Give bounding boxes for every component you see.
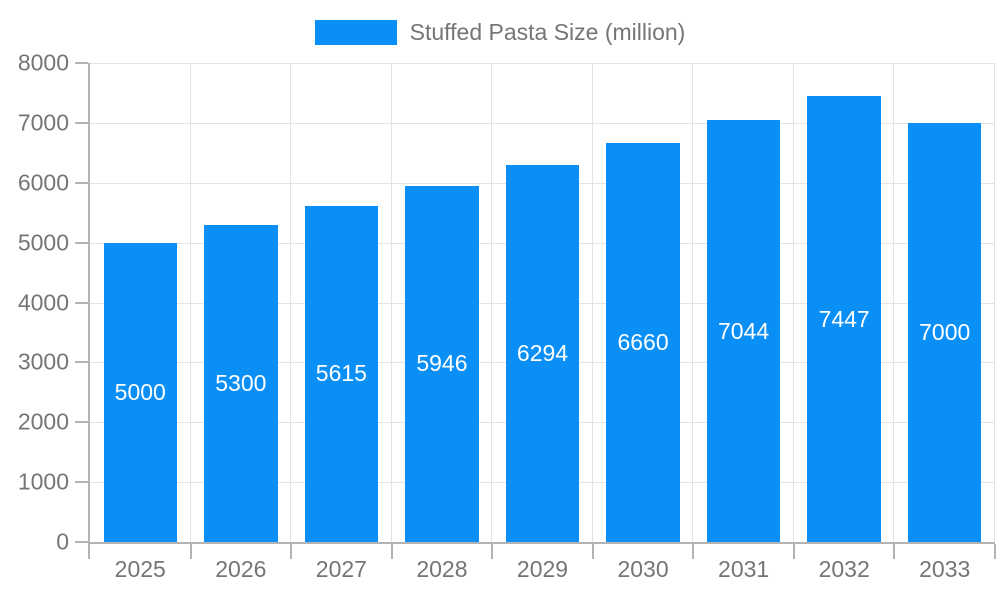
gridline-vertical <box>390 63 392 542</box>
bar-value-label: 6294 <box>516 340 569 367</box>
x-axis-label: 2032 <box>818 556 870 582</box>
bar-2027[interactable]: 5615 <box>304 205 379 542</box>
plot-area: 0 1000 2000 3000 4000 5000 6000 7000 8000 5000 202… <box>18 50 996 582</box>
y-axis-label: 5000 <box>17 229 69 256</box>
bar-2032[interactable]: 7447 <box>807 96 881 542</box>
y-axis-tick <box>75 181 88 184</box>
y-axis-label: 2000 <box>17 408 69 435</box>
y-axis-label: 4000 <box>17 289 69 315</box>
y-axis-tick <box>75 241 88 244</box>
y-axis-tick <box>75 361 88 364</box>
bar-2029[interactable]: 6294 <box>505 165 580 542</box>
x-axis-label: 2025 <box>114 556 166 582</box>
y-axis-label: 3000 <box>17 348 69 375</box>
gridline-vertical <box>692 63 694 542</box>
legend-label: Stuffed Pasta Size (million) <box>409 19 686 45</box>
y-axis-tick <box>75 481 88 484</box>
x-axis-tick <box>390 544 393 559</box>
y-axis-label: 1000 <box>17 468 69 495</box>
bar-value-label: 5000 <box>114 378 166 405</box>
x-axis-label: 2028 <box>416 556 468 582</box>
x-axis-label: 2031 <box>718 556 770 582</box>
legend[interactable]: Stuffed Pasta Size (million) <box>0 19 1000 46</box>
x-axis-tick <box>88 544 90 559</box>
gridline-vertical <box>189 63 191 542</box>
x-axis-tick <box>792 544 795 559</box>
bar-2026[interactable]: 5300 <box>204 224 278 542</box>
legend-swatch <box>314 20 397 45</box>
x-axis-label: 2029 <box>516 556 569 582</box>
bar-2025[interactable]: 5000 <box>103 242 177 542</box>
x-axis-label: 2030 <box>617 556 669 582</box>
y-axis-label: 8000 <box>17 49 69 76</box>
gridline-vertical <box>792 63 794 542</box>
x-axis-label: 2027 <box>315 556 367 582</box>
gridline-vertical <box>893 63 895 542</box>
bar-value-label: 5615 <box>315 360 367 387</box>
gridline-horizontal <box>90 63 995 64</box>
bar-2033[interactable]: 7000 <box>908 122 982 542</box>
gridline-vertical <box>591 63 593 542</box>
bar-value-label: 5300 <box>215 369 267 396</box>
x-axis-label: 2026 <box>215 556 267 582</box>
x-axis-tick <box>692 544 695 559</box>
y-axis-tick <box>75 62 88 64</box>
x-axis-tick <box>189 544 192 559</box>
x-axis-tick <box>491 544 494 559</box>
bar-value-label: 7447 <box>818 305 870 332</box>
bar-2030[interactable]: 6660 <box>606 143 680 542</box>
y-axis-tick <box>75 421 88 424</box>
bar-value-label: 7044 <box>718 317 770 344</box>
y-axis-label: 0 <box>56 528 69 555</box>
bar-2028[interactable]: 5946 <box>405 185 479 542</box>
x-axis-tick <box>893 544 896 559</box>
gridline-vertical <box>491 63 493 542</box>
x-axis-tick <box>591 544 594 559</box>
y-axis-tick <box>75 301 88 304</box>
x-axis-tick <box>994 544 996 559</box>
y-axis-label: 7000 <box>17 109 69 136</box>
x-axis-tick <box>290 544 293 559</box>
bar-value-label: 7000 <box>919 318 971 345</box>
bar-value-label: 5946 <box>416 350 468 377</box>
bar-value-label: 6660 <box>617 329 669 356</box>
y-axis-tick <box>75 541 88 543</box>
x-axis-label: 2033 <box>919 556 971 582</box>
gridline-vertical <box>994 63 995 542</box>
y-axis-label: 6000 <box>17 169 69 196</box>
gridline-vertical <box>290 63 292 542</box>
y-axis-tick <box>75 121 88 124</box>
bar-2031[interactable]: 7044 <box>706 120 781 542</box>
gridline-horizontal <box>90 122 995 124</box>
